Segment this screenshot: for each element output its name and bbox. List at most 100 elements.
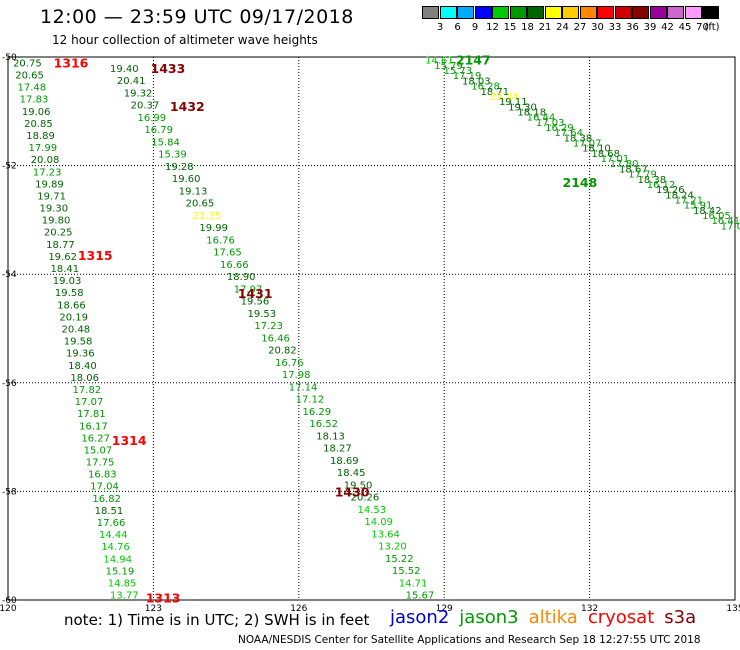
time-label: 1431 bbox=[238, 286, 273, 301]
wave-height-label: 18.69 bbox=[330, 456, 359, 467]
wave-height-label: 14.85 bbox=[108, 578, 137, 589]
wave-height-label: 20.65 bbox=[186, 199, 215, 210]
legend-label: 18 bbox=[521, 22, 534, 33]
wave-height-label: 18.24 bbox=[665, 190, 694, 201]
legend-swatch bbox=[439, 6, 457, 19]
legend-swatch bbox=[597, 6, 614, 19]
credit-line: NOAA/NESDIS Center for Satellite Applica… bbox=[238, 634, 701, 646]
wave-height-label: 14.61 bbox=[425, 56, 454, 67]
satellite-legend: jason2 jason3 altika cryosat s3a bbox=[390, 607, 706, 628]
wave-height-label: 15.52 bbox=[392, 566, 421, 577]
x-tick-label: 123 bbox=[145, 604, 162, 614]
legend-label: 3 bbox=[436, 22, 444, 33]
legend-swatch bbox=[667, 6, 684, 19]
track-cryosat: 20.75 20.6517.4817.8319.0620.8518.8917.99… bbox=[13, 55, 180, 605]
legend-label: 21 bbox=[538, 22, 552, 33]
wave-height-label: 17.98 bbox=[282, 370, 311, 381]
wave-height-label: 17.14 bbox=[289, 382, 318, 393]
time-label: 1432 bbox=[170, 99, 205, 114]
legend-label: 9 bbox=[471, 22, 479, 33]
legend-label: 6 bbox=[454, 22, 461, 33]
wave-height-label: 18.68 bbox=[591, 149, 620, 160]
legend-swatch bbox=[509, 6, 527, 19]
wave-height-label: 17.99 bbox=[28, 143, 57, 154]
wave-height-label: 18.13 bbox=[316, 431, 345, 442]
wave-height-label: 18.45 bbox=[337, 468, 366, 479]
legend-label: 45 bbox=[678, 22, 692, 33]
wave-height-label: 19.58 bbox=[64, 337, 93, 348]
wave-height-label: 18.38 bbox=[638, 175, 667, 186]
wave-height-label: 16.05 bbox=[702, 211, 731, 222]
legend-swatch bbox=[702, 6, 719, 19]
legend-swatch bbox=[544, 6, 562, 19]
wave-height-label: 17.66 bbox=[97, 518, 126, 529]
wave-height-label: 19.62 bbox=[48, 252, 77, 263]
wave-height-label: 19.06 bbox=[22, 107, 51, 118]
wave-height-label: 17.01 bbox=[601, 154, 630, 165]
time-label: 1433 bbox=[151, 61, 186, 76]
wave-height-label: 18.67 bbox=[619, 164, 648, 175]
wave-height-label: 20.26 bbox=[351, 493, 380, 504]
wave-height-label: 17.07 bbox=[573, 139, 602, 150]
legend-label: 30 bbox=[591, 22, 604, 33]
wave-height-label: 19.80 bbox=[42, 216, 71, 227]
x-tick-label: 129 bbox=[436, 604, 453, 614]
wave-height-label: 15.79 bbox=[434, 61, 463, 72]
wave-height-label: 16.76 bbox=[206, 235, 235, 246]
wave-height-label: 19.71 bbox=[37, 191, 66, 202]
wave-height-label: 17.12 bbox=[296, 395, 325, 406]
time-label: 1315 bbox=[78, 248, 113, 263]
page-subtitle: 12 hour collection of altimeter wave hei… bbox=[52, 33, 318, 47]
wave-height-label: 18.06 bbox=[70, 373, 99, 384]
wave-height-label: 16.46 bbox=[261, 333, 290, 344]
wave-height-label: 21.35 bbox=[193, 211, 222, 222]
wave-height-label: 17.23 bbox=[254, 321, 283, 332]
wave-height-label: 19.03 bbox=[53, 276, 82, 287]
legend-swatch bbox=[527, 6, 544, 19]
wave-height-label: 19.30 bbox=[40, 204, 69, 215]
page-title: 12:00 — 23:59 UTC 09/17/2018 bbox=[40, 6, 354, 28]
wave-height-label: 15.67 bbox=[406, 591, 435, 602]
legend-swatch bbox=[649, 6, 667, 19]
wave-height-label: 19.99 bbox=[199, 223, 228, 234]
wave-height-label: 17.21 bbox=[674, 195, 703, 206]
legend-label: 42 bbox=[661, 22, 674, 33]
wave-height-label: 17.75 bbox=[86, 458, 115, 469]
wave-height-label: 14.71 bbox=[399, 578, 428, 589]
legend-swatch bbox=[632, 6, 649, 19]
satellite-legend-item: jason3 bbox=[459, 607, 519, 628]
legend-label: 15 bbox=[503, 22, 517, 33]
wave-height-label: 16.17 bbox=[79, 421, 108, 432]
track-jason3: 14.6115.7915.7317.1918.0316.2818.7123.34… bbox=[425, 53, 740, 233]
satellite-legend-item: cryosat bbox=[587, 607, 655, 628]
wave-height-label: 16.44 bbox=[527, 113, 556, 124]
satellite-legend-item: jason2 bbox=[390, 607, 450, 628]
legend-label: 70 bbox=[696, 22, 709, 33]
legend-swatch bbox=[562, 6, 579, 19]
wave-height-label: 18.77 bbox=[46, 240, 75, 251]
wave-height-label: 15.07 bbox=[84, 445, 113, 456]
wave-height-label: 17.07 bbox=[75, 397, 104, 408]
wave-height-label: 13.20 bbox=[378, 542, 407, 553]
time-label: 1313 bbox=[146, 590, 181, 605]
legend-label: 39 bbox=[643, 22, 657, 33]
wave-height-label: 17.80 bbox=[610, 159, 639, 170]
wave-height-label: 19.32 bbox=[124, 88, 153, 99]
chart-points: 20.7520.6517.4817.8319.0620.8518.8917.99… bbox=[13, 53, 740, 606]
wave-height-label: 17.65 bbox=[213, 248, 242, 259]
wave-height-label: 18.18 bbox=[517, 107, 546, 118]
wave-height-label: 19.13 bbox=[179, 186, 208, 197]
y-tick-label: -60 bbox=[2, 596, 17, 606]
wave-height-label: 17.79 bbox=[628, 170, 657, 181]
wave-height-label: 20.85 bbox=[24, 119, 53, 130]
wave-height-label: 19.28 bbox=[165, 162, 194, 173]
wave-height-label: 20.48 bbox=[62, 325, 91, 336]
wave-height-label: 16.79 bbox=[144, 125, 173, 136]
wave-height-label: 16.29 bbox=[545, 123, 574, 134]
wave-height-label: 16.28 bbox=[471, 82, 500, 93]
x-tick-label: 126 bbox=[290, 604, 307, 614]
wave-height-label: 19.89 bbox=[35, 179, 64, 190]
wave-height-label: 14.76 bbox=[101, 542, 130, 553]
chart-ticks: 120 123 126 129 132 135 -50 -52 -54 -56 -58 -60 bbox=[0, 53, 740, 614]
